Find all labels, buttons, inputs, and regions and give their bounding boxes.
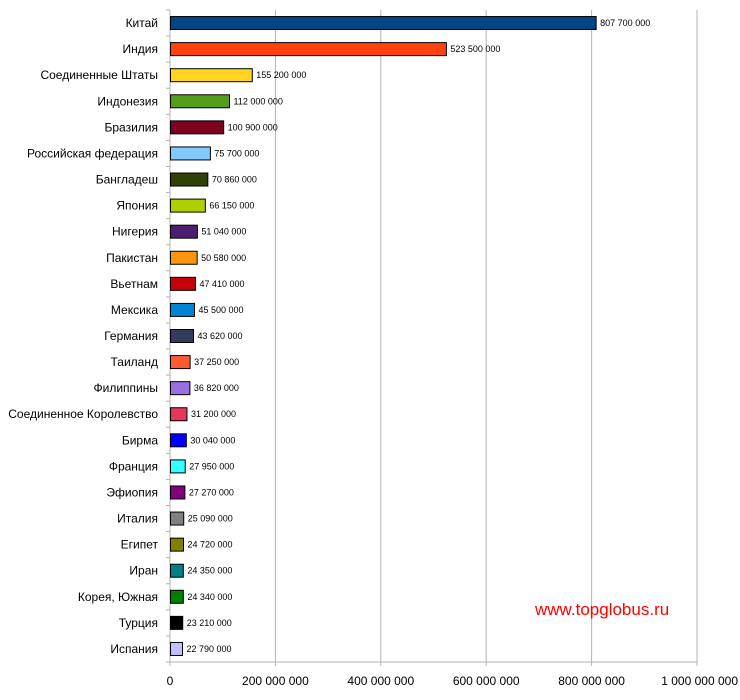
- category-label: Бразилия: [105, 120, 159, 134]
- value-label: 27 270 000: [189, 487, 234, 497]
- value-label: 27 950 000: [189, 461, 234, 471]
- bar: [170, 172, 209, 187]
- bar: [170, 459, 186, 474]
- category-label: Бирма: [122, 433, 159, 447]
- bar: [170, 355, 191, 370]
- value-label: 155 200 000: [256, 70, 306, 80]
- category-label: Нигерия: [112, 225, 158, 239]
- x-tick-label: 600 000 000: [453, 674, 520, 688]
- axes: [166, 9, 698, 666]
- x-tick-label: 400 000 000: [347, 674, 414, 688]
- category-label: Китай: [126, 16, 158, 30]
- value-label: 25 090 000: [188, 514, 233, 524]
- bar: [170, 120, 225, 135]
- x-tick-label: 800 000 000: [558, 674, 625, 688]
- category-label: Италия: [117, 512, 158, 526]
- bar: [170, 511, 185, 526]
- value-label: 100 900 000: [228, 122, 278, 132]
- value-label: 75 700 000: [214, 148, 259, 158]
- value-label: 23 210 000: [187, 618, 232, 628]
- bars: [170, 16, 597, 656]
- category-label: Япония: [116, 199, 158, 213]
- bar: [170, 42, 447, 57]
- bar: [170, 16, 597, 31]
- bar: [170, 224, 198, 239]
- category-label: Испания: [110, 642, 158, 656]
- category-label: Турция: [119, 616, 158, 630]
- x-tick-label: 0: [167, 674, 174, 688]
- value-label: 523 500 000: [450, 44, 500, 54]
- value-labels: 807 700 000 523 500 000 155 200 000 112 000…: [187, 18, 651, 654]
- value-label: 43 620 000: [197, 331, 242, 341]
- category-label: Соединенное Королевство: [8, 407, 158, 421]
- category-label: Вьетнам: [110, 277, 158, 291]
- category-label: Таиланд: [111, 355, 158, 369]
- category-label: Российская федерация: [27, 146, 158, 160]
- category-label: Филиппины: [94, 381, 158, 395]
- bar: [170, 302, 195, 317]
- value-label: 31 200 000: [191, 409, 236, 419]
- value-label: 22 790 000: [187, 644, 232, 654]
- x-tick-labels: 0 200 000 000 400 000 000 600 000 000 800 00…: [167, 674, 739, 688]
- category-label: Франция: [109, 459, 158, 473]
- bar: [170, 485, 186, 500]
- bar: [170, 563, 184, 578]
- x-tick-label: 200 000 000: [242, 674, 309, 688]
- value-label: 37 250 000: [194, 357, 239, 367]
- grid-lines: [274, 10, 698, 662]
- x-tick-label: 1 000 000 000: [661, 674, 738, 688]
- value-label: 51 040 000: [201, 227, 246, 237]
- category-label: Соединенные Штаты: [40, 68, 158, 82]
- bar: [170, 276, 196, 291]
- bar: [170, 615, 184, 630]
- value-label: 70 860 000: [212, 175, 257, 185]
- category-label: Индия: [123, 42, 158, 56]
- value-label: 24 720 000: [188, 540, 233, 550]
- category-label: Корея, Южная: [78, 590, 158, 604]
- bar: [170, 329, 194, 343]
- value-label: 66 150 000: [209, 201, 254, 211]
- value-label: 24 350 000: [187, 566, 232, 576]
- value-label: 50 580 000: [201, 253, 246, 263]
- value-label: 24 340 000: [187, 592, 232, 602]
- bar: [170, 146, 211, 161]
- category-label: Индонезия: [97, 94, 158, 108]
- category-label: Мексика: [111, 303, 158, 317]
- value-label: 36 820 000: [194, 383, 239, 393]
- value-label: 112 000 000: [234, 96, 283, 106]
- bar: [170, 433, 187, 448]
- category-label: Египет: [121, 538, 159, 552]
- bar: [170, 94, 231, 109]
- bar: [170, 68, 253, 83]
- category-label: Бангладеш: [96, 173, 158, 187]
- category-labels: Китай Индия Соединенные Штаты Индонезия Браз…: [8, 16, 158, 656]
- value-label: 45 500 000: [198, 305, 243, 315]
- value-label: 807 700 000: [600, 18, 650, 28]
- bar: [170, 250, 198, 265]
- value-label: 30 040 000: [190, 435, 235, 445]
- bar: [170, 641, 184, 656]
- category-label: Германия: [104, 329, 158, 343]
- category-label: Пакистан: [106, 251, 158, 265]
- bar: [170, 198, 206, 213]
- bar: [170, 537, 185, 552]
- bar: [170, 381, 191, 396]
- value-label: 47 410 000: [199, 279, 244, 289]
- bar: [170, 407, 188, 422]
- category-label: Иран: [129, 564, 158, 578]
- bar: [170, 589, 184, 604]
- watermark-text[interactable]: www.topglobus.ru: [535, 600, 670, 619]
- category-label: Эфиопия: [106, 485, 158, 499]
